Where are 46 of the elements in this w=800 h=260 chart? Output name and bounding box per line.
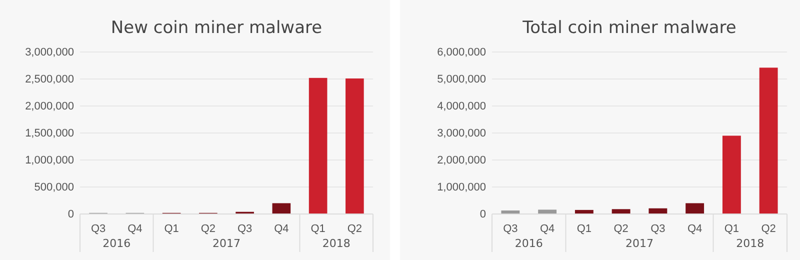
bar [538,210,557,214]
x-tick-label: Q1 [164,222,179,235]
text: 2017 [212,237,240,250]
y-tick-label: 6,000,000 [437,46,486,59]
x-tick-label: Q2 [614,222,628,235]
x-tick-label: Q4 [540,222,555,235]
x-tick-label: Q4 [687,222,702,235]
x-tick-label: Q1 [576,222,592,235]
y-tick-label: 5,000,000 [437,74,486,86]
x-tick-label: Q1 [724,222,740,235]
x-tick-label: Q1 [310,222,326,235]
y-tick-label: 500,000 [34,182,74,194]
x-tick-label: Q2 [200,222,216,235]
text: 2016 [514,237,543,250]
bar [308,78,328,214]
chart-title: New coin miner malware [110,18,322,38]
bar [722,136,741,214]
bar [686,203,704,214]
x-tick-label: Q3 [503,222,518,235]
x-tick-label: Q4 [128,222,142,235]
y-tick-label: 0 [68,208,74,221]
text: 2018 [322,237,350,250]
x-tick-label: Q2 [347,222,362,235]
y-tick-label: 2,500,000 [25,74,74,86]
y-tick-label: 1,000,000 [437,182,486,194]
y-tick-label: 0 [480,208,486,221]
y-tick-label: 3,000,000 [437,128,486,140]
x-tick-label: Q3 [650,222,666,235]
text: 2016 [102,237,131,250]
bar [272,203,291,214]
chart-title: Total coin miner malware [522,18,736,38]
x-tick-label: Q3 [237,222,252,235]
y-tick-label: 1,500,000 [25,128,74,140]
y-tick-label: 2,000,000 [25,100,74,113]
y-tick-label: 3,000,000 [25,46,74,59]
y-tick-label: 4,000,000 [437,100,486,113]
text: 2018 [736,237,764,250]
bar [759,68,778,214]
bar [346,78,364,214]
x-tick-label: Q3 [90,222,106,235]
y-tick-label: 2,000,000 [437,154,486,167]
text: 2017 [626,237,654,250]
bar [612,209,630,214]
y-tick-label: 1,000,000 [25,154,74,167]
x-tick-label: Q4 [274,222,289,235]
x-tick-label: Q2 [761,222,776,235]
